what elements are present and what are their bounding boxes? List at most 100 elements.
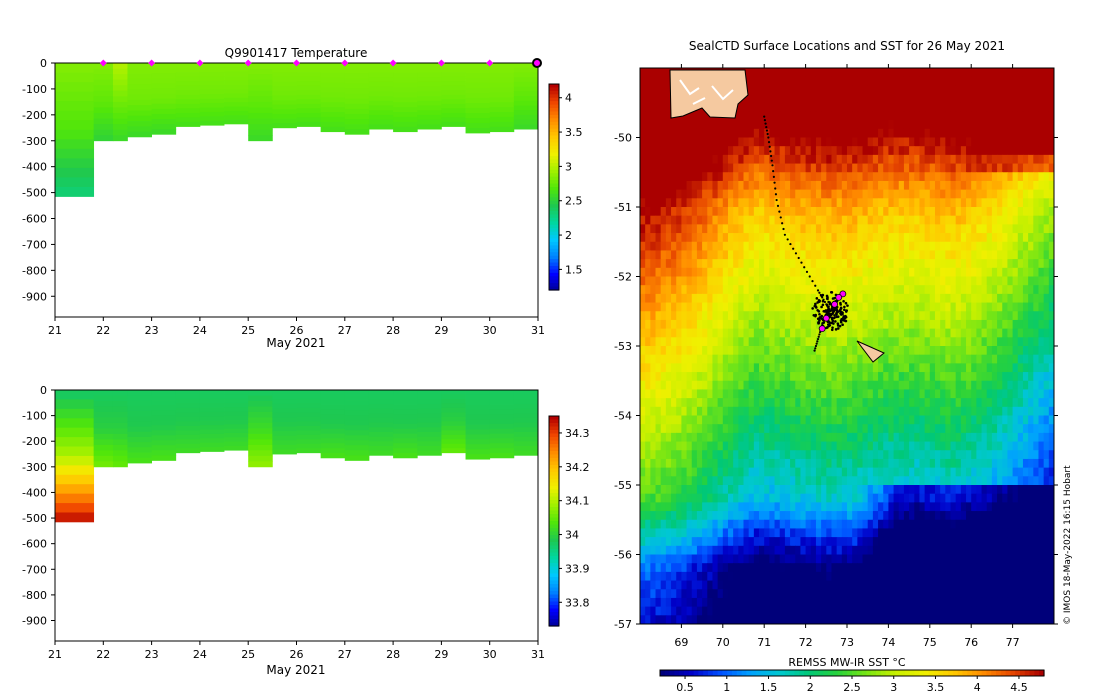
sst-cell xyxy=(924,363,931,373)
sst-cell xyxy=(784,424,791,434)
sst-cell xyxy=(815,415,822,425)
sst-cell xyxy=(743,319,750,330)
sst-cell xyxy=(1043,224,1050,234)
colorbar-step xyxy=(549,94,559,99)
sst-cell xyxy=(857,319,864,330)
sst-cell xyxy=(997,111,1003,121)
sst-cell xyxy=(1022,120,1029,130)
sst-cell xyxy=(660,389,667,399)
sst-cell xyxy=(1022,485,1029,495)
sst-cell xyxy=(991,476,998,486)
colorbar-step xyxy=(549,118,559,123)
sst-cell xyxy=(857,389,864,399)
sst-cell xyxy=(764,502,770,512)
sst-cell xyxy=(738,102,745,113)
sst-cell xyxy=(702,441,708,451)
sst-cell xyxy=(1012,389,1019,399)
sst-cell xyxy=(888,85,895,95)
sst-cell xyxy=(759,432,765,443)
profile-cell xyxy=(417,72,442,78)
sst-cell xyxy=(976,450,983,460)
sst-cell xyxy=(857,415,864,425)
sst-cell xyxy=(759,76,765,86)
sst-cell xyxy=(836,94,843,104)
profile-cell xyxy=(344,420,370,426)
sst-cell xyxy=(717,354,724,364)
sst-cell xyxy=(769,128,776,139)
sst-cell xyxy=(702,519,708,530)
profile-cell xyxy=(417,119,442,125)
sst-cell xyxy=(862,259,869,269)
sst-cell xyxy=(712,302,719,312)
profile-cell xyxy=(224,102,249,107)
sst-cell xyxy=(1043,406,1050,417)
sst-cell xyxy=(929,241,936,252)
sst-cell xyxy=(738,406,745,417)
profile-cell xyxy=(513,408,539,414)
sst-cell xyxy=(878,450,884,460)
sst-cell xyxy=(841,450,848,460)
sst-cell xyxy=(650,441,657,451)
sst-cell xyxy=(1007,146,1014,156)
sst-cell xyxy=(986,319,993,330)
sst-cell xyxy=(660,215,667,225)
sst-cell xyxy=(836,76,843,86)
sst-cell xyxy=(1017,76,1024,86)
profile-cell xyxy=(465,434,491,440)
sst-cell xyxy=(883,94,889,104)
profile-cell xyxy=(465,390,491,396)
profile-cell xyxy=(55,427,95,438)
sst-cell xyxy=(671,233,677,243)
sst-cell xyxy=(898,328,905,338)
profile-cell xyxy=(272,440,297,446)
profile-cell xyxy=(93,439,114,446)
sst-cell xyxy=(857,406,864,417)
sst-cell xyxy=(997,467,1003,477)
sst-cell xyxy=(878,432,884,443)
colorbar-step xyxy=(549,514,559,519)
sst-cell xyxy=(981,319,988,330)
sst-cell xyxy=(1033,502,1040,512)
sst-cell xyxy=(909,85,915,95)
sst-cell xyxy=(971,476,977,486)
colorbar-step xyxy=(549,276,559,281)
sst-cell xyxy=(872,424,879,434)
sst-cell xyxy=(976,68,983,78)
sst-cell xyxy=(722,467,729,477)
sst-cell xyxy=(934,363,941,373)
sst-cell xyxy=(950,285,957,295)
sst-cell xyxy=(784,276,791,286)
colorbar-step xyxy=(549,156,559,161)
sst-cell xyxy=(914,163,921,173)
sst-cell xyxy=(1017,85,1024,95)
profile-cell xyxy=(344,83,370,89)
sst-cell xyxy=(753,85,760,95)
sst-cell xyxy=(909,511,915,521)
sst-cell xyxy=(686,224,693,234)
sst-cell xyxy=(645,372,651,382)
sst-cell xyxy=(831,424,838,434)
sst-cell xyxy=(997,146,1003,156)
sst-cell xyxy=(738,163,745,173)
sst-cell xyxy=(779,154,786,165)
sst-cell xyxy=(1017,68,1024,78)
sst-cell xyxy=(655,85,662,95)
sst-cell xyxy=(691,337,698,347)
sst-cell xyxy=(805,259,812,269)
sst-cell xyxy=(986,224,993,234)
sst-cell xyxy=(815,389,822,399)
sst-cell xyxy=(722,285,729,295)
profile-cell xyxy=(151,108,177,115)
sst-cell xyxy=(815,146,822,156)
profile-cell xyxy=(417,96,442,102)
sst-cell xyxy=(1017,146,1024,156)
sst-cell xyxy=(826,198,833,208)
colorbar-step xyxy=(549,138,559,143)
sst-cell xyxy=(888,450,895,460)
profile-cell xyxy=(55,512,95,523)
sst-cell xyxy=(919,337,926,347)
sst-cell xyxy=(1038,189,1045,199)
sst-cell xyxy=(784,493,791,503)
sst-cell xyxy=(681,276,688,286)
sst-cell xyxy=(1002,180,1009,191)
